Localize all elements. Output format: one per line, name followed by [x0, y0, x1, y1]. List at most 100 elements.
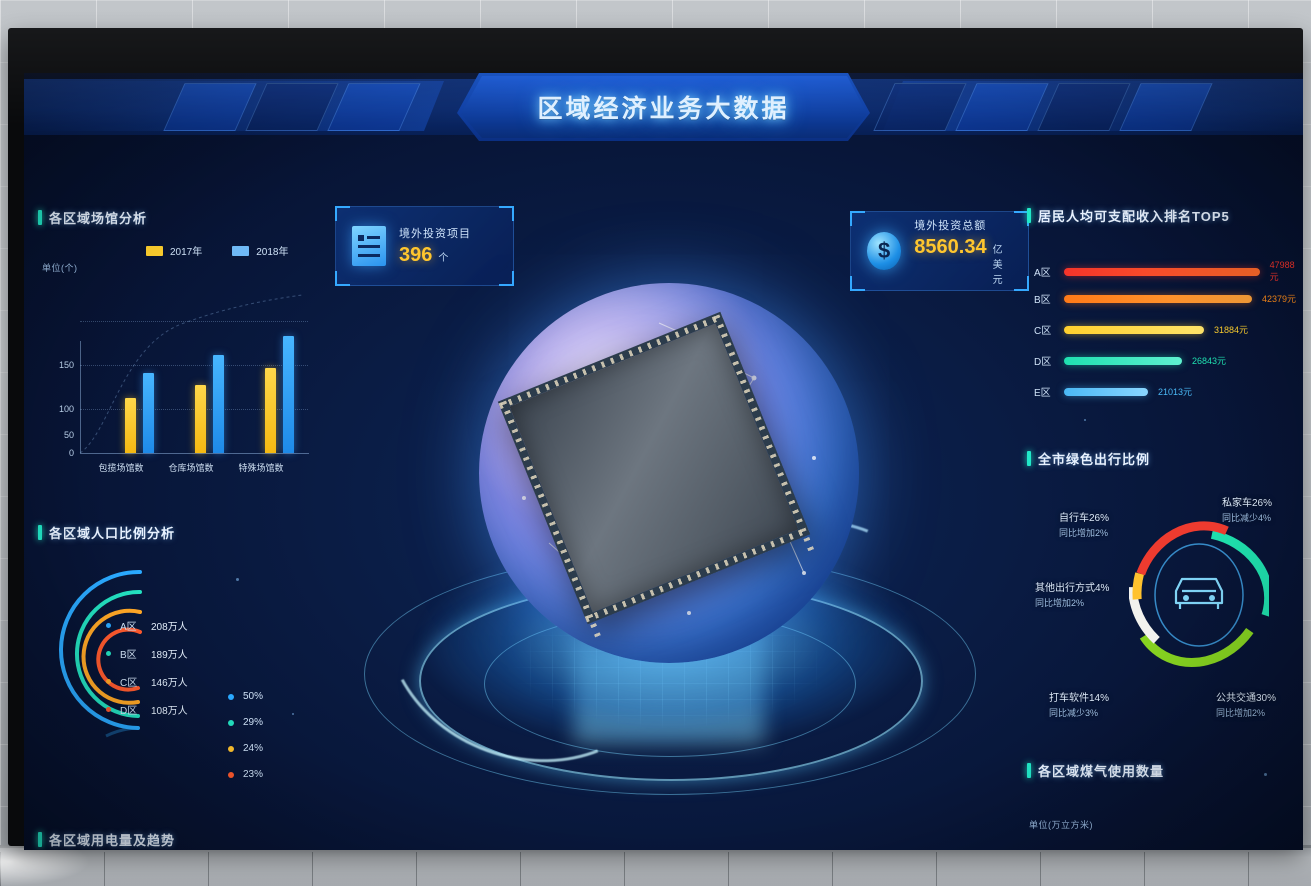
travel-sub-ride-hailing: 同比减少3%	[1049, 708, 1099, 718]
population-value-a: 208万人	[151, 622, 188, 633]
panel-title-green-travel: 全市绿色出行比例	[1027, 449, 1150, 468]
income-value-b: 42379元	[1262, 294, 1297, 304]
bar-2018-group1	[143, 373, 154, 453]
travel-label-private-car: 私家车26% 同比减少4%	[1222, 496, 1272, 526]
panel-title-green-travel-label: 全市绿色出行比例	[1038, 452, 1151, 467]
kpi-label-projects: 境外投资项目	[399, 228, 471, 240]
corner-mark	[335, 206, 350, 221]
travel-sub-other: 同比增加2%	[1035, 598, 1085, 608]
income-bar-a	[1063, 267, 1260, 276]
population-legend-3: 24%	[228, 743, 263, 754]
accent-bar	[38, 525, 42, 540]
bar-2017-group2	[195, 385, 206, 453]
population-name-b: B区	[120, 650, 137, 661]
population-dot-b	[106, 651, 111, 656]
population-legend-dot-3	[228, 745, 234, 752]
accent-bar	[38, 210, 42, 225]
kpi-unit-projects: 个	[438, 253, 449, 264]
venue-legend: 2017年 2018年	[146, 243, 289, 258]
kpi-unit-amount: 亿美元	[992, 244, 1003, 286]
population-legend-dot-1	[228, 693, 234, 700]
central-globe-visual	[324, 223, 1014, 843]
population-legend-4: 23%	[228, 769, 263, 780]
panel-title-population-label: 各区域人口比例分析	[49, 526, 176, 541]
corner-mark	[850, 276, 865, 291]
kpi-card-amount[interactable]: $ 境外投资总额 8560.34 亿美元	[850, 211, 1029, 291]
population-legend-label-1: 50%	[243, 691, 264, 702]
venue-bar-chart: 150 100 50 0 包揽场馆数 仓库场馆数 特殊场馆数	[59, 283, 314, 473]
bar-2017-group1	[125, 398, 136, 453]
panel-title-gas: 各区域煤气使用数量	[1027, 761, 1164, 780]
kpi-label-amount: 境外投资总额	[914, 219, 987, 232]
income-value-d: 26843元	[1192, 356, 1227, 366]
travel-label-other-text: 其他出行方式4%	[1035, 583, 1110, 594]
header-title-plate: 区域经济业务大数据	[457, 73, 870, 141]
car-icon	[1174, 577, 1224, 609]
income-name-a: A区	[1034, 268, 1051, 279]
display-bezel: 区域经济业务大数据 各区域场馆分析 单位(个) 2017年 2018年 150 …	[8, 28, 1303, 850]
page-title: 区域经济业务大数据	[537, 95, 790, 123]
panel-title-venue: 各区域场馆分析	[38, 208, 147, 227]
kpi-card-projects[interactable]: 境外投资项目 396 个	[335, 206, 514, 286]
population-value-c: 146万人	[151, 678, 188, 689]
travel-sub-bicycle: 同比增加2%	[1059, 528, 1109, 538]
legend-swatch-2017	[146, 245, 163, 256]
bar-2017-group3	[265, 368, 276, 453]
ytick-0: 0	[68, 448, 74, 458]
floor	[0, 845, 1311, 886]
income-name-b: B区	[1034, 295, 1051, 306]
legend-swatch-2018	[232, 245, 250, 256]
travel-label-bicycle: 自行车26% 同比增加2%	[1059, 511, 1109, 541]
venue-trend-curve	[79, 294, 303, 454]
population-dot-a	[106, 623, 111, 628]
travel-sub-public-transit: 同比增加2%	[1216, 708, 1266, 718]
gridline-100	[80, 409, 308, 410]
ytick-50: 50	[63, 430, 74, 440]
corner-mark	[499, 206, 514, 221]
legend-item-2018: 2018年	[232, 243, 289, 258]
corner-mark	[850, 211, 865, 226]
income-row-e: E区 21013元	[1034, 384, 1192, 399]
bg-speck	[1264, 773, 1267, 776]
coin-icon: $	[867, 232, 902, 270]
document-icon	[352, 226, 386, 266]
income-row-a: A区 47988元	[1034, 260, 1303, 283]
legend-label-2018: 2018年	[256, 247, 289, 258]
travel-label-public-transit: 公共交通30% 同比增加2%	[1216, 691, 1276, 721]
population-value-d: 108万人	[151, 706, 188, 717]
gridline-150	[80, 365, 308, 366]
bg-speck	[236, 578, 239, 581]
bar-2018-group3	[283, 336, 294, 453]
green-travel-donut	[1124, 518, 1274, 673]
gas-unit-label: 单位(万立方米)	[1029, 820, 1093, 830]
population-row-d: D区 108万人	[106, 702, 188, 717]
travel-label-other: 其他出行方式4% 同比增加2%	[1035, 581, 1109, 611]
accent-bar	[1027, 208, 1031, 223]
bg-speck	[292, 713, 294, 715]
corner-mark	[335, 271, 350, 286]
header-title-plate-inner	[461, 76, 866, 138]
venue-axes	[80, 341, 309, 454]
venue-unit-label: 单位(个)	[42, 263, 78, 273]
income-row-c: C区 31884元	[1034, 322, 1248, 337]
income-row-d: D区 26843元	[1034, 353, 1226, 368]
income-bar-d	[1064, 356, 1182, 365]
income-name-c: C区	[1034, 326, 1052, 337]
population-row-b: B区 189万人	[106, 646, 188, 661]
accent-bar	[1027, 451, 1031, 466]
income-value-c: 31884元	[1214, 325, 1249, 335]
legend-label-2017: 2017年	[170, 247, 203, 258]
income-bar-c	[1064, 325, 1204, 334]
population-legend-label-3: 24%	[243, 743, 264, 754]
population-name-a: A区	[120, 622, 137, 633]
panel-title-gas-label: 各区域煤气使用数量	[1038, 764, 1165, 779]
population-legend-label-2: 29%	[243, 717, 264, 728]
population-name-d: D区	[120, 706, 138, 717]
corner-mark	[1014, 276, 1029, 291]
xlabel-group3: 特殊场馆数	[238, 463, 284, 473]
population-legend-dot-4	[228, 771, 234, 778]
population-row-c: C区 146万人	[106, 674, 188, 689]
panel-title-electricity-label: 各区域用电量及趋势	[49, 833, 176, 848]
income-bar-b	[1064, 294, 1252, 303]
income-row-b: B区 42379元	[1034, 291, 1296, 306]
